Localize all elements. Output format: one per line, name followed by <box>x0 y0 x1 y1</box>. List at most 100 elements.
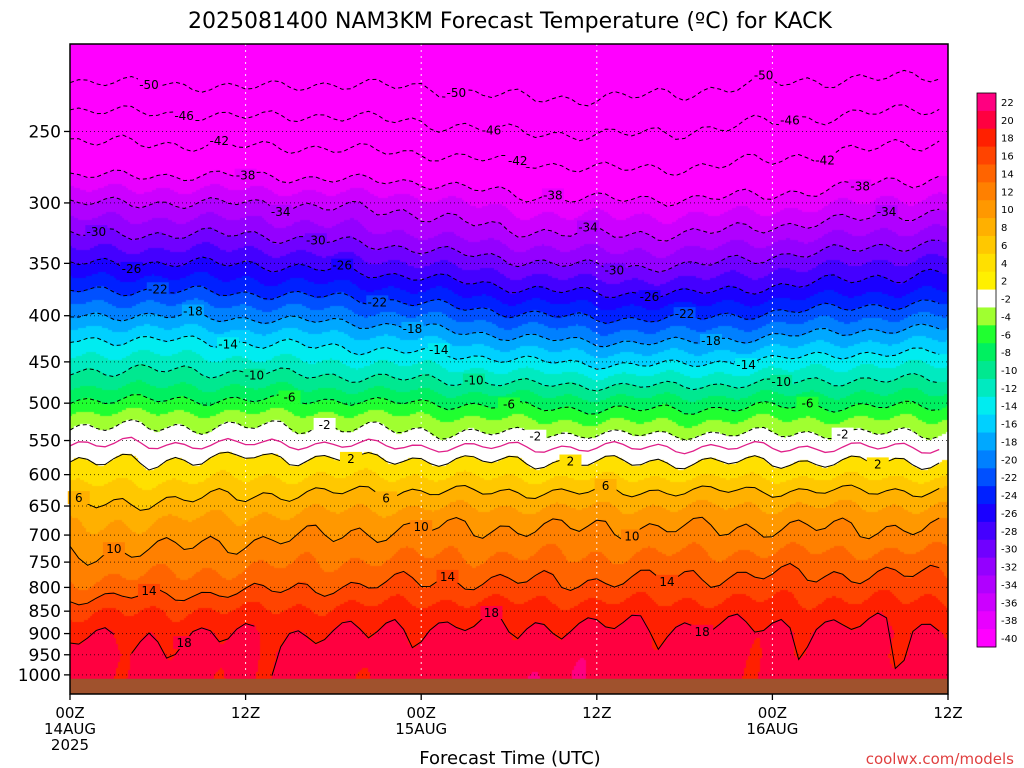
x-tick-label: 00Z <box>407 704 436 722</box>
contour-label: 14 <box>659 575 674 589</box>
colorbar-swatch <box>977 289 996 308</box>
colorbar: 22 20 18 16 14 12 10 8 6 4 2 -2 -4 -6 -8 -10 -12 -14 -16 -1… <box>976 92 1017 648</box>
colorbar-swatch <box>977 486 996 505</box>
colorbar-label: -4 <box>1001 312 1011 323</box>
contour-label-bg <box>849 179 872 193</box>
contour-label: -34 <box>271 205 291 219</box>
colorbar-swatch <box>977 307 996 326</box>
colorbar-label: 16 <box>1001 152 1014 163</box>
y-tick-label: 500 <box>29 394 61 414</box>
colorbar-swatch <box>977 182 996 201</box>
colorbar-label: 22 <box>1001 98 1014 109</box>
x-tick-label: 00Z <box>55 704 84 722</box>
contour-line <box>69 363 940 392</box>
contour-label-bg <box>304 233 327 247</box>
contour-label: -2 <box>837 428 849 442</box>
contour-label: -46 <box>482 124 502 138</box>
contour-label-bg <box>366 295 389 309</box>
contour-label-bg <box>102 542 125 556</box>
contour-label: -38 <box>236 169 256 183</box>
colorbar-label: 4 <box>1001 259 1007 270</box>
colorbar-swatch <box>977 200 996 219</box>
contour-line <box>69 419 940 441</box>
contour-label: -26 <box>640 290 660 304</box>
colorbar-swatch <box>977 378 996 398</box>
colorbar-label: -26 <box>1001 509 1017 520</box>
colorbar-label: 18 <box>1001 134 1014 145</box>
colorbar-label: -8 <box>1001 348 1011 359</box>
colorbar-swatch <box>977 218 996 237</box>
contour-label: 6 <box>75 491 83 505</box>
contour-label-bg <box>138 78 161 92</box>
x-tick-label: 12Z <box>933 704 962 722</box>
contour-label: -10 <box>245 369 265 383</box>
y-tick-label: 250 <box>29 122 61 142</box>
colorbar-swatch <box>977 271 996 291</box>
contour-label-bg <box>673 307 696 321</box>
contour-label-bg <box>269 204 292 218</box>
contour-label-bg <box>278 390 301 404</box>
x-axis-label: Forecast Time (UTC) <box>419 748 600 768</box>
colorbar-border <box>976 92 997 648</box>
colorbar-label: -30 <box>1001 545 1017 556</box>
colorbar-swatch <box>977 557 996 577</box>
contour-label-bg <box>436 569 459 583</box>
contour-label-bg <box>638 290 661 304</box>
colorbar-swatch <box>977 128 996 148</box>
y-tick-label: 950 <box>29 646 61 666</box>
x-tick-label: 12Z <box>231 704 260 722</box>
temperature-shading <box>70 44 948 694</box>
colorbar-label: 6 <box>1001 241 1007 252</box>
contour-label: 14 <box>440 570 455 584</box>
contour-line <box>69 196 940 242</box>
y-tick-label: 850 <box>29 602 61 622</box>
contour-line <box>70 484 940 511</box>
contour-label: -34 <box>877 205 897 219</box>
contour-label: -6 <box>284 391 296 405</box>
contour-label-bg <box>427 343 450 357</box>
x-tick-label: 2025 <box>51 736 89 754</box>
colorbar-swatch <box>977 504 996 523</box>
contour-label: -2 <box>529 430 541 444</box>
colorbar-label: 10 <box>1001 205 1014 216</box>
contour-label-bg <box>146 282 169 296</box>
contour-label: -42 <box>508 154 528 168</box>
contour-label: 6 <box>602 479 610 493</box>
contour-label-bg <box>875 205 898 219</box>
colorbar-label: 14 <box>1001 169 1014 180</box>
contour-label: 2 <box>567 455 575 469</box>
y-tick-label: 300 <box>29 194 61 214</box>
colorbar-label: -22 <box>1001 473 1017 484</box>
contour-label-bg <box>778 113 801 127</box>
y-tick-label: 750 <box>29 553 61 573</box>
y-tick-label: 600 <box>29 466 61 486</box>
colorbar-swatch <box>977 164 996 183</box>
contour-label-bg <box>462 373 485 387</box>
colorbar-label: -40 <box>1001 634 1017 645</box>
contour-label: 10 <box>624 529 639 543</box>
contour-label-bg <box>173 636 196 650</box>
contour-line <box>69 516 940 566</box>
credit-text: coolwx.com/models <box>866 750 1014 768</box>
colorbar-swatch <box>977 539 996 559</box>
contour-lines: -50 -50 -50 -46 -46 -46 -42 -42 -42 -38 -38 -38 -34 -… <box>67 68 940 676</box>
contour-label-bg <box>866 457 889 471</box>
colorbar-swatch <box>977 325 996 344</box>
colorbar-label: 20 <box>1001 116 1014 127</box>
contour-label: -10 <box>464 374 484 388</box>
contour-label: -50 <box>447 86 467 100</box>
contour-label-bg <box>691 624 714 638</box>
contour-label: -6 <box>802 397 814 411</box>
x-tick-label: 15AUG <box>395 720 447 738</box>
contour-label: 14 <box>141 584 156 598</box>
contour-label: -18 <box>403 322 423 336</box>
contour-line <box>69 335 940 370</box>
colorbar-label: -10 <box>1001 366 1017 377</box>
contour-label: -2 <box>319 418 331 432</box>
colorbar-label: 12 <box>1001 187 1014 198</box>
contour-label-bg <box>603 263 626 277</box>
colorbar-swatch <box>977 253 996 273</box>
contour-label: -46 <box>780 114 800 128</box>
contour-label: -34 <box>578 220 598 234</box>
